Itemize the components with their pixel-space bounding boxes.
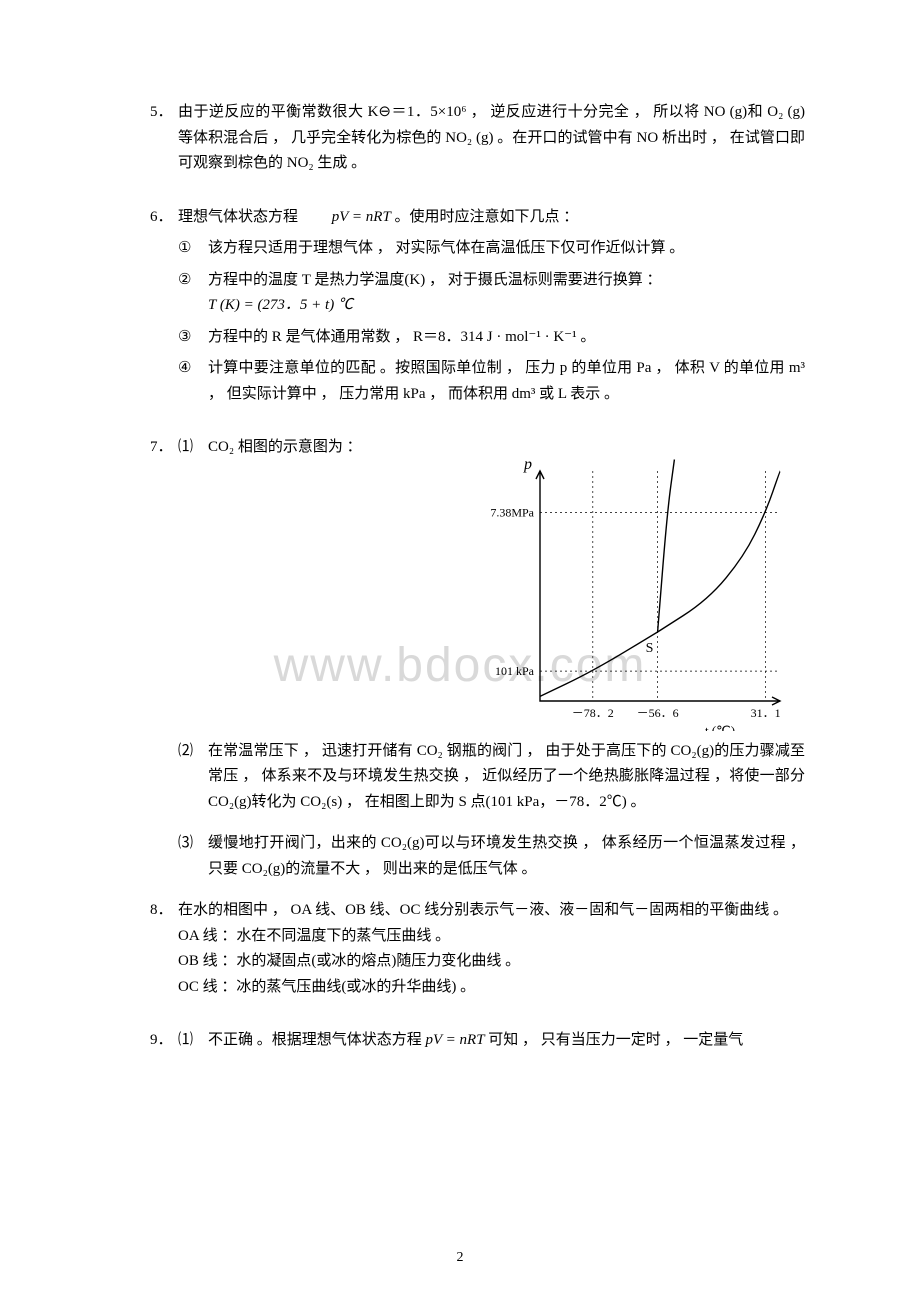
item-8: 8． 在水的相图中 ， OA 线、OB 线、OC 线分别表示气－液、液－固和气－… [150,898,805,1000]
item-7-sub-2-num: ⑵ [178,739,208,765]
item-9-sub-1-num: ⑴ [178,1028,208,1054]
phase-diagram-wrapper: p t (℃) 7.38MPa 101 kPa －78．2 －56．6 31．1 S [150,451,795,731]
svg-text:31．1: 31．1 [751,706,781,720]
item-7-sub-2: ⑵ 在常温常压下 ， 迅速打开储有 CO₂ 钢瓶的阀门 ， 由于处于高压下的 C… [178,739,805,816]
item-7-number: 7． [150,435,178,461]
item-9: 9． ⑴ 不正确 。根据理想气体状态方程 pV = nRT 可知 ， 只有当压力… [150,1028,805,1054]
item-5: 5． 由于逆反应的平衡常数很大 K⊖＝1．5×10⁶ ， 逆反应进行十分完全 ，… [150,100,805,177]
item-6-sub-1: ① 该方程只适用于理想气体 ， 对实际气体在高温低压下仅可作近似计算 。 [178,236,805,262]
item-6-sub-3-text: 方程中的 R 是气体通用常数 ， R＝8．314 J · mol⁻¹ · K⁻¹… [208,325,805,351]
svg-text:101 kPa: 101 kPa [495,664,535,678]
item-6-intro-b: 。使用时应注意如下几点 ： [395,209,579,225]
item-8-line2: OA 线 ：水在不同温度下的蒸气压曲线 。 [178,924,805,950]
item-9-eq: pV = nRT [426,1032,485,1048]
item-8-line4: OC 线 ：冰的蒸气压曲线(或冰的升华曲线) 。 [178,975,805,1001]
item-6-sub-4-text: 计算中要注意单位的匹配 。按照国际单位制 ， 压力 p 的单位用 Pa ， 体积… [208,356,805,407]
svg-text:－78．2: －78．2 [572,706,614,720]
item-7: 7． ⑴ CO₂ 相图的示意图为 ： pt (℃)7.38MPa101 kPa－… [150,435,805,882]
item-7-sub-3: ⑶ 缓慢地打开阀门，出来的 CO₂(g)可以与环境发生热交换 ， 体系经历一个恒… [178,831,805,882]
item-9-number: 9． [150,1028,178,1054]
item-6-number: 6． [150,205,178,231]
item-6-sub-2: ② 方程中的温度 T 是热力学温度(K) ， 对于摄氏温标则需要进行换算 ： [178,268,805,294]
item-6: 6． 理想气体状态方程 pV = nRT 。使用时应注意如下几点 ： ① 该方程… [150,205,805,408]
item-6-equation: pV = nRT [332,209,391,225]
item-7-sub-3-num: ⑶ [178,831,208,857]
item-6-sub-2-num: ② [178,268,208,294]
item-6-sub-2-text: 方程中的温度 T 是热力学温度(K) ， 对于摄氏温标则需要进行换算 ： [208,268,805,294]
item-7-sub-3-text: 缓慢地打开阀门，出来的 CO₂(g)可以与环境发生热交换 ， 体系经历一个恒温蒸… [208,831,805,882]
item-6-sub-4-num: ④ [178,356,208,382]
item-7-sub-1-num: ⑴ [178,435,208,461]
item-8-line1: 在水的相图中 ， OA 线、OB 线、OC 线分别表示气－液、液－固和气－固两相… [178,898,805,924]
item-6-sub-2b: T (K) = (273．5 + t) ℃ [208,293,805,319]
item-6-sub-4: ④ 计算中要注意单位的匹配 。按照国际单位制 ， 压力 p 的单位用 Pa ， … [178,356,805,407]
svg-text:S: S [646,641,654,656]
svg-text:－56．6: －56．6 [637,706,679,720]
svg-text:t (℃): t (℃) [705,723,735,731]
item-5-number: 5． [150,100,178,126]
item-9-sub-1-text: 不正确 。根据理想气体状态方程 pV = nRT 可知 ， 只有当压力一定时 ，… [208,1028,805,1054]
item-6-sub-1-text: 该方程只适用于理想气体 ， 对实际气体在高温低压下仅可作近似计算 。 [208,236,805,262]
item-6-intro-a: 理想气体状态方程 [178,209,328,225]
item-8-number: 8． [150,898,178,924]
svg-text:7.38MPa: 7.38MPa [490,505,534,519]
item-6-sub-2b-text: T (K) = (273．5 + t) ℃ [208,297,353,313]
item-9-text-a: 不正确 。根据理想气体状态方程 [208,1032,426,1048]
item-6-intro: 理想气体状态方程 pV = nRT 。使用时应注意如下几点 ： [178,205,805,231]
item-8-line3: OB 线 ：水的凝固点(或冰的熔点)随压力变化曲线 。 [178,949,805,975]
item-6-sub-3: ③ 方程中的 R 是气体通用常数 ， R＝8．314 J · mol⁻¹ · K… [178,325,805,351]
page-number: 2 [0,1246,920,1270]
page-content: 5． 由于逆反应的平衡常数很大 K⊖＝1．5×10⁶ ， 逆反应进行十分完全 ，… [0,0,920,1094]
item-6-sub-3-num: ③ [178,325,208,351]
item-7-sub-2-text: 在常温常压下 ， 迅速打开储有 CO₂ 钢瓶的阀门 ， 由于处于高压下的 CO₂… [208,739,805,816]
phase-diagram: p t (℃) 7.38MPa 101 kPa －78．2 －56．6 31．1 S [465,451,795,731]
item-6-sub-1-num: ① [178,236,208,262]
svg-text:p: p [523,456,532,473]
item-5-text: 由于逆反应的平衡常数很大 K⊖＝1．5×10⁶ ， 逆反应进行十分完全 ， 所以… [178,100,805,177]
item-9-text-b: 可知 ， 只有当压力一定时 ， 一定量气 [485,1032,744,1048]
